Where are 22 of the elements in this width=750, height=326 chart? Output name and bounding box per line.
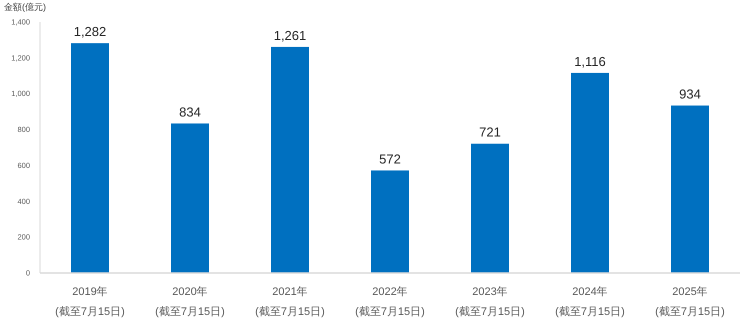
data-label: 572	[379, 151, 401, 166]
y-axis-title: 金額(億元)	[4, 2, 46, 12]
x-tick-label: 2019年 (截至7月15日)	[55, 286, 125, 318]
bar	[371, 170, 409, 273]
bar	[171, 123, 209, 273]
x-tick-label: 2025年 (截至7月15日)	[655, 286, 725, 318]
data-label: 1,116	[574, 54, 606, 69]
x-tick-label: 2022年 (截至7月15日)	[355, 286, 425, 318]
bar	[571, 72, 609, 273]
data-label: 721	[479, 124, 501, 140]
x-tick-label: 2020年 (截至7月15日)	[155, 286, 225, 318]
bar	[471, 144, 509, 273]
data-label: 1,261	[274, 28, 306, 43]
x-tick-label: 2023年 (截至7月15日)	[455, 286, 525, 318]
data-label: 1,282	[74, 24, 106, 40]
bar	[671, 106, 709, 273]
x-tick-label: 2024年 (截至7月15日)	[555, 286, 625, 318]
bar	[271, 46, 309, 273]
data-label: 834	[179, 104, 201, 120]
bar	[71, 43, 109, 273]
data-label: 934	[679, 86, 701, 102]
x-tick-label: 2021年 (截至7月15日)	[255, 286, 325, 318]
